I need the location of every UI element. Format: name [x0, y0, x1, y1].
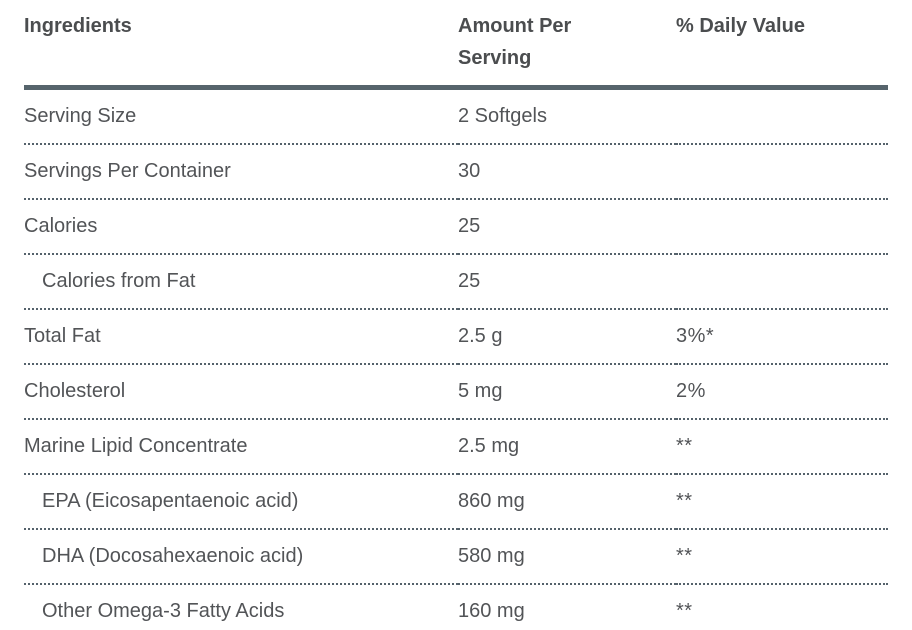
daily-value: [676, 199, 888, 255]
amount-per-serving-value: 860 mg: [458, 474, 676, 530]
table-row: DHA (Docosahexaenoic acid) 580 mg **: [24, 529, 888, 585]
amount-per-serving-value: 2.5 mg: [458, 419, 676, 475]
ingredient-name: Marine Lipid Concentrate: [24, 419, 458, 475]
ingredient-name: Servings Per Container: [24, 144, 458, 200]
amount-per-serving-value: 2 Softgels: [458, 87, 676, 145]
header-row: Ingredients Amount Per Serving % Daily V…: [24, 0, 888, 90]
column-header-daily-value-label: % Daily Value: [676, 15, 805, 37]
table-row: EPA (Eicosapentaenoic acid) 860 mg **: [24, 474, 888, 530]
amount-per-serving-value: 580 mg: [458, 529, 676, 585]
column-header-daily-value: % Daily Value: [676, 0, 888, 90]
ingredient-name: Total Fat: [24, 309, 458, 365]
table-row: Serving Size 2 Softgels: [24, 87, 888, 145]
ingredients-table: Ingredients Amount Per Serving % Daily V…: [24, 0, 888, 630]
amount-per-serving-value: 25: [458, 199, 676, 255]
column-header-ingredients: Ingredients: [24, 0, 458, 90]
table-row: Total Fat 2.5 g 3%*: [24, 309, 888, 365]
ingredient-name: Cholesterol: [24, 364, 458, 420]
column-header-amount-per-serving-label: Amount Per Serving: [458, 15, 572, 69]
daily-value: 2%: [676, 364, 888, 420]
daily-value: [676, 87, 888, 145]
table-row: Servings Per Container 30: [24, 144, 888, 200]
daily-value: **: [676, 419, 888, 475]
daily-value: **: [676, 529, 888, 585]
daily-value: [676, 254, 888, 310]
ingredient-name: Calories: [24, 199, 458, 255]
daily-value: **: [676, 474, 888, 530]
amount-per-serving-value: 5 mg: [458, 364, 676, 420]
ingredient-name: Other Omega-3 Fatty Acids: [42, 600, 285, 622]
ingredient-name: Serving Size: [24, 87, 458, 145]
column-header-amount-per-serving: Amount Per Serving: [458, 0, 676, 90]
table-row: Cholesterol 5 mg 2%: [24, 364, 888, 420]
table-row: Marine Lipid Concentrate 2.5 mg **: [24, 419, 888, 475]
daily-value: **: [676, 600, 693, 622]
amount-per-serving-value: 30: [458, 144, 676, 200]
table-body: Serving Size 2 Softgels Servings Per Con…: [24, 87, 888, 630]
amount-per-serving-value: 160 mg: [458, 600, 525, 622]
table-row: Other Omega-3 Fatty Acids 160 mg **: [24, 584, 888, 630]
daily-value: 3%*: [676, 309, 888, 365]
ingredient-name: EPA (Eicosapentaenoic acid): [24, 474, 458, 530]
daily-value: [676, 144, 888, 200]
column-header-ingredients-label: Ingredients: [24, 15, 132, 37]
table-row: Calories from Fat 25: [24, 254, 888, 310]
table-row: Calories 25: [24, 199, 888, 255]
amount-per-serving-value: 25: [458, 254, 676, 310]
amount-per-serving-value: 2.5 g: [458, 309, 676, 365]
ingredient-name: DHA (Docosahexaenoic acid): [24, 529, 458, 585]
ingredient-name: Calories from Fat: [24, 254, 458, 310]
table-header: Ingredients Amount Per Serving % Daily V…: [24, 0, 888, 90]
